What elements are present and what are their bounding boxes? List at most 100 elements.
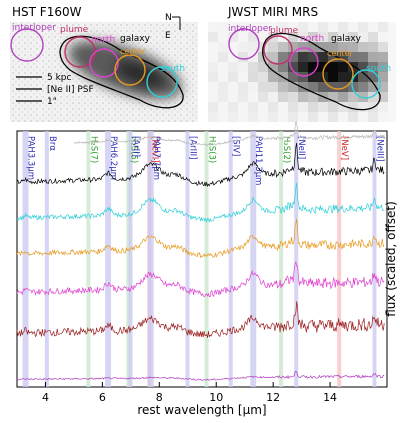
jwst-pixel (308, 112, 318, 122)
jwst-pixel (318, 62, 328, 72)
jwst-pixel (338, 72, 348, 82)
feature-label: [ArIII] (187, 136, 197, 159)
jwst-pixel (228, 32, 238, 42)
feature-labels: PAH3.3μm Brα H₂S(7) PAH6.2μm H₂S(5)[ArII] [Ne… (26, 136, 385, 185)
y-axis-label: flux (scaled, offset) (384, 201, 398, 317)
jwst-pixel (288, 102, 298, 112)
hst-label-north: north (91, 35, 115, 45)
jwst-pixel (218, 42, 228, 52)
jwst-pixel (248, 92, 258, 102)
jwst-pixel (318, 52, 328, 62)
jwst-pixel (368, 42, 378, 52)
jwst-pixel (218, 72, 228, 82)
jwst-pixel (338, 112, 348, 122)
jwst-pixel (268, 52, 278, 62)
jwst-pixel (348, 112, 358, 122)
jwst-pixel (278, 82, 288, 92)
jwst-pixel (288, 92, 298, 102)
hst-galaxy-light (68, 40, 182, 100)
jwst-pixel (208, 62, 218, 72)
feature-band (185, 131, 190, 387)
spectrum-line-south (16, 182, 385, 224)
jwst-pixel (248, 102, 258, 112)
jwst-pixel (338, 102, 348, 112)
jwst-pixel (328, 32, 338, 42)
jwst-pixel (368, 32, 378, 42)
jwst-pixel (298, 102, 308, 112)
x-tick-label: 4 (42, 391, 49, 404)
jwst-pixel (268, 112, 278, 122)
jwst-pixel (268, 92, 278, 102)
jwst-pixel (248, 112, 258, 122)
spectrum-line-interloper (16, 370, 385, 381)
jwst-pixel (328, 82, 338, 92)
jwst-pixel (298, 22, 308, 32)
jwst-pixel (348, 32, 358, 42)
jwst-pixel (248, 22, 258, 32)
jwst-pixel (238, 102, 248, 112)
feature-band (147, 131, 154, 387)
jwst-pixel (258, 62, 268, 72)
jwst-pixel (358, 82, 368, 92)
jwst-pixel (238, 42, 248, 52)
jwst-pixel (268, 42, 278, 52)
jwst-pixel (358, 72, 368, 82)
jwst-pixel (348, 22, 358, 32)
feature-band (204, 131, 209, 387)
jwst-pixel (258, 32, 268, 42)
jwst-pixel (228, 42, 238, 52)
jwst-pixel (328, 112, 338, 122)
jwst-pixel (278, 52, 288, 62)
jwst-pixel (298, 112, 308, 122)
jwst-pixel (298, 92, 308, 102)
x-ticks: 4 6 8 10 12 14 (42, 382, 337, 404)
feature-band (44, 131, 49, 387)
jwst-pixel (208, 82, 218, 92)
jwst-pixel (258, 112, 268, 122)
compass-east-label: E (165, 31, 171, 41)
jwst-pixel (328, 72, 338, 82)
feature-band (86, 131, 91, 387)
jwst-pixel (228, 82, 238, 92)
jwst-pixel (348, 92, 358, 102)
feature-label: [NeIII] (374, 136, 384, 162)
jwst-pixel (338, 22, 348, 32)
spectrum-plot: PAH3.3μm Brα H₂S(7) PAH6.2μm H₂S(5)[ArII] [Ne… (16, 121, 398, 417)
jwst-pixel (218, 22, 228, 32)
feature-band (250, 131, 257, 387)
jwst-pixel (248, 42, 258, 52)
jwst-pixel (208, 22, 218, 32)
jwst-pixel (298, 62, 308, 72)
jwst-pixel (268, 82, 278, 92)
jwst-galaxy-contour (261, 32, 381, 111)
jwst-pixel (278, 22, 288, 32)
jwst-pixel (338, 32, 348, 42)
jwst-pixel (208, 112, 218, 122)
jwst-pixel (308, 22, 318, 32)
feature-label: [NeVI] (149, 136, 159, 163)
jwst-label-center: center (327, 49, 353, 58)
jwst-pixel (318, 82, 328, 92)
jwst-pixel (228, 22, 238, 32)
jwst-pixel (278, 42, 288, 52)
jwst-pixel (258, 22, 268, 32)
jwst-pixel (308, 72, 318, 82)
spectrum-line-plume (16, 301, 385, 338)
x-tick-label: 6 (99, 391, 106, 404)
hst-panel-title: HST F160W (12, 5, 82, 19)
scalebar-kpc-label: 5 kpc (47, 73, 72, 83)
jwst-pixel (228, 102, 238, 112)
feature-band (337, 131, 342, 387)
jwst-pixel (378, 22, 388, 32)
feature-band (228, 131, 233, 387)
x-tick-label: 12 (266, 391, 280, 404)
jwst-pixel (378, 92, 388, 102)
jwst-pixel (238, 52, 248, 62)
feature-label: [NeII] (296, 136, 306, 159)
hst-interloper-circle (10, 28, 44, 62)
jwst-label-galaxy: galaxy (331, 34, 362, 44)
jwst-pixel (338, 92, 348, 102)
jwst-pixel (298, 72, 308, 82)
